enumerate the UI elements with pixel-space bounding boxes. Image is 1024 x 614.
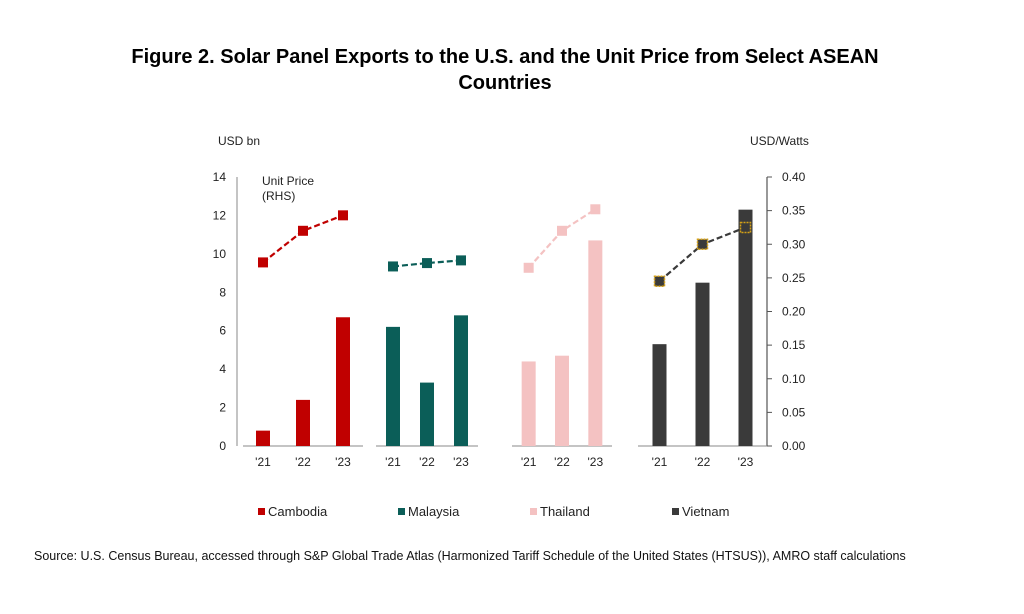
x-tick-label-cambodia: '21	[255, 455, 271, 469]
unit-price-marker-thailand-2	[590, 204, 601, 215]
unit-price-line-cambodia	[262, 214, 344, 264]
bar-cambodia-0	[256, 430, 270, 446]
unit-price-marker-vietnam-2	[739, 221, 752, 234]
bar-vietnam-0	[652, 344, 667, 446]
legend-swatch-thailand	[530, 508, 537, 515]
left-tick-label: 6	[219, 324, 226, 338]
chart-title-line-1: Figure 2. Solar Panel Exports to the U.S…	[131, 46, 879, 68]
left-tick-label: 4	[219, 362, 226, 376]
right-tick-label: 0.40	[782, 170, 806, 184]
legend-label-thailand: Thailand	[540, 504, 590, 519]
chart-plot-area: USD bn USD/Watts 0 2 4 6 8 10 12 14 0.00 0.05 0.10 0.…	[213, 134, 809, 519]
legend-label-malaysia: Malaysia	[408, 504, 460, 519]
x-tick-label-thailand: '21	[521, 455, 537, 469]
x-tick-label-thailand: '23	[588, 455, 604, 469]
right-tick-label: 0.15	[782, 338, 806, 352]
right-tick-label: 0.20	[782, 305, 806, 319]
unit-price-line-vietnam	[658, 226, 746, 283]
unit-price-annotation-line-2: (RHS)	[262, 189, 295, 203]
right-tick-label: 0.05	[782, 405, 806, 419]
unit-price-line-thailand	[527, 208, 596, 269]
right-tick-label: 0.30	[782, 237, 806, 251]
x-tick-label-malaysia: '21	[385, 455, 401, 469]
chart-title: Figure 2. Solar Panel Exports to the U.S…	[0, 44, 1010, 96]
left-axis-title: USD bn	[218, 134, 260, 148]
right-tick-label: 0.25	[782, 271, 806, 285]
unit-price-marker-malaysia-1	[422, 258, 432, 269]
legend-swatch-cambodia	[258, 508, 265, 515]
x-tick-label-vietnam: '23	[738, 455, 754, 469]
right-tick-label: 0.00	[782, 439, 806, 453]
bar-malaysia-2	[454, 315, 468, 446]
x-tick-label-malaysia: '22	[419, 455, 435, 469]
legend-label-cambodia: Cambodia	[268, 504, 328, 519]
bar-malaysia-1	[420, 382, 434, 446]
right-tick-label: 0.10	[782, 372, 806, 386]
unit-price-marker-cambodia-1	[298, 225, 308, 236]
right-tick-label: 0.35	[782, 204, 806, 218]
unit-price-line-malaysia	[392, 259, 462, 268]
unit-price-marker-cambodia-0	[258, 257, 268, 268]
unit-price-marker-vietnam-0	[653, 275, 666, 287]
legend-label-vietnam: Vietnam	[682, 504, 729, 519]
right-axis-title: USD/Watts	[750, 134, 809, 148]
unit-price-marker-cambodia-2	[338, 210, 348, 221]
bar-vietnam-1	[695, 282, 710, 446]
chart-title-line-2: Countries	[458, 72, 552, 94]
unit-price-marker-thailand-1	[557, 225, 567, 236]
left-tick-label: 2	[219, 401, 226, 415]
bar-thailand-0	[521, 361, 536, 446]
left-tick-label: 10	[213, 247, 227, 261]
bar-cambodia-1	[296, 399, 310, 446]
bar-vietnam-2	[738, 209, 753, 446]
left-tick-label: 14	[213, 170, 227, 184]
left-tick-label: 12	[213, 208, 227, 222]
bar-thailand-1	[555, 355, 569, 446]
legend-swatch-vietnam	[672, 508, 679, 515]
unit-price-marker-malaysia-2	[456, 255, 466, 266]
unit-price-marker-thailand-0	[523, 262, 534, 273]
bar-thailand-2	[588, 240, 603, 446]
left-tick-label: 0	[219, 439, 226, 453]
x-tick-label-cambodia: '23	[335, 455, 351, 469]
x-tick-label-thailand: '22	[554, 455, 570, 469]
legend-swatch-malaysia	[398, 508, 405, 515]
x-tick-label-vietnam: '21	[652, 455, 668, 469]
x-tick-label-cambodia: '22	[295, 455, 311, 469]
x-tick-label-vietnam: '22	[695, 455, 711, 469]
unit-price-annotation-line-1: Unit Price	[262, 174, 314, 188]
bar-malaysia-0	[386, 326, 400, 446]
x-tick-label-malaysia: '23	[453, 455, 469, 469]
unit-price-marker-malaysia-0	[388, 261, 398, 272]
unit-price-marker-vietnam-1	[696, 238, 709, 250]
left-tick-label: 8	[219, 285, 226, 299]
bar-cambodia-2	[336, 317, 350, 446]
source-note: Source: U.S. Census Bureau, accessed thr…	[34, 549, 906, 563]
